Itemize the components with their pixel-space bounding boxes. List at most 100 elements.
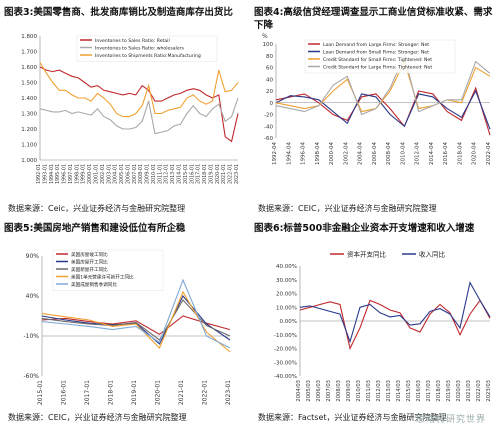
legend-label: Credit Standard for Small Firms: Tighten… xyxy=(323,57,432,63)
x-tick-label: 2022-04 xyxy=(486,142,492,165)
x-tick-label: 2009/03 xyxy=(346,380,352,402)
y-tick-label: 1.500 xyxy=(21,81,37,87)
x-tick-label: 2002-04 xyxy=(343,142,349,165)
y-axis-unit: % xyxy=(262,33,268,40)
y-tick-label: 90% xyxy=(26,253,40,260)
series-line xyxy=(39,97,239,135)
chart-title: 图表3:美国零售商、批发商库销比及制造商库存出货比 xyxy=(4,6,244,19)
y-tick-label: -40.00% xyxy=(274,374,297,380)
figure-label: 图表3: xyxy=(4,7,34,18)
x-tick-label: 2021/03 xyxy=(466,380,472,402)
legend-label: Inventories to Shipments Ratio:Manufactu… xyxy=(95,53,201,59)
x-tick-label: 2000-04 xyxy=(329,142,335,165)
x-tick-label: 2008/03 xyxy=(336,380,342,402)
x-tick-label: 2010-04 xyxy=(400,142,406,165)
y-tick-label: -60 xyxy=(264,136,273,142)
x-tick-label: 1998-04 xyxy=(315,142,321,165)
x-tick-label: 1998-01 xyxy=(74,164,80,184)
x-tick-label: 2022-01 xyxy=(202,380,209,405)
x-tick-label: 2003-01 xyxy=(106,164,112,184)
y-tick-label: -60% xyxy=(23,373,39,380)
x-tick-label: 2018-04 xyxy=(457,142,463,165)
x-tick-label: 2012-04 xyxy=(415,142,421,165)
x-tick-label: 1994-04 xyxy=(286,142,292,165)
x-tick-label: 2017-01 xyxy=(196,164,202,184)
y-tick-label: 1.000 xyxy=(21,158,37,164)
x-tick-label: 2010-01 xyxy=(151,164,157,184)
x-tick-label: 2013-01 xyxy=(170,164,176,184)
x-tick-label: 2018/03 xyxy=(436,380,442,402)
x-tick-label: 2021-01 xyxy=(178,380,185,405)
legend-label: 资本开支同比 xyxy=(347,250,387,259)
y-tick-label: 0.00% xyxy=(280,319,297,325)
series-line xyxy=(41,299,231,341)
watermark-text: 思略特研究世界 xyxy=(415,415,486,425)
x-tick-label: 2005-01 xyxy=(119,164,125,184)
figure-label: 图表6: xyxy=(254,223,284,234)
x-tick-label: 2016-01 xyxy=(189,164,195,184)
x-tick-label: 1999-01 xyxy=(81,164,87,184)
series-line xyxy=(41,294,231,345)
x-tick-label: 2014/03 xyxy=(396,380,402,402)
y-tick-label: 1.600 xyxy=(21,65,37,71)
x-tick-label: 2023/03 xyxy=(486,380,492,402)
y-tick-label: 1.400 xyxy=(21,96,37,102)
chart-title: 图表6:标普500非金融企业资本开支增速和收入增速 xyxy=(254,222,494,235)
x-tick-label: 2019-01 xyxy=(208,164,214,184)
x-tick-label: 2017-01 xyxy=(84,380,91,405)
figure-title: 美国零售商、批发商库销比及制造商库存出货比 xyxy=(33,7,233,18)
y-tick-label: 40% xyxy=(26,293,40,300)
figure-label: 图表5: xyxy=(4,223,34,234)
x-tick-label: 2020-01 xyxy=(155,380,162,405)
x-tick-label: 2000-01 xyxy=(87,164,93,184)
series-line xyxy=(299,280,491,344)
x-tick-label: 2011/03 xyxy=(366,380,372,402)
figure-label: 图表4: xyxy=(254,7,284,18)
chart-title: 图表5:美国房地产销售和建设低位有所企稳 xyxy=(4,222,244,235)
y-tick-label: 20 xyxy=(266,89,273,95)
y-tick-label: 1.700 xyxy=(21,50,37,56)
x-tick-label: 2020-04 xyxy=(472,142,478,165)
series-line xyxy=(39,62,239,118)
legend-label: 美国新屋开工同比 xyxy=(71,266,108,273)
x-tick-label: 2004-04 xyxy=(358,142,364,165)
x-tick-label: 2016-04 xyxy=(443,142,449,165)
x-tick-label: 2018-01 xyxy=(202,164,208,184)
legend-box xyxy=(76,35,218,62)
x-tick-label: 2008-01 xyxy=(138,164,144,184)
y-tick-label: -20.00% xyxy=(274,347,297,353)
x-tick-label: 2012/03 xyxy=(376,380,382,402)
x-tick-label: 2016/03 xyxy=(416,380,422,402)
x-tick-label: 2021-01 xyxy=(221,164,227,184)
x-tick-label: 2012-01 xyxy=(164,164,170,184)
x-tick-label: 2019-01 xyxy=(131,380,138,405)
legend-label: 收入同比 xyxy=(419,250,446,259)
x-tick-label: 2015-01 xyxy=(37,380,44,405)
legend-label: Credit Standard for Large Firms: Tighten… xyxy=(323,65,432,71)
x-tick-label: 2007-01 xyxy=(132,164,138,184)
x-tick-label: 2010/03 xyxy=(356,380,362,402)
series-line xyxy=(39,66,239,143)
series-line xyxy=(275,60,491,113)
x-tick-label: 1992-01 xyxy=(36,164,42,184)
x-tick-label: 2018-01 xyxy=(108,380,115,405)
x-tick-label: 2011-01 xyxy=(157,164,163,184)
y-tick-label: -10.00% xyxy=(274,333,297,339)
x-tick-label: 1992-04 xyxy=(272,142,278,165)
y-tick-label: 1.200 xyxy=(21,127,37,133)
y-tick-label: 60 xyxy=(266,66,273,72)
x-tick-label: 2020-01 xyxy=(215,164,221,184)
chart-svg: 100 80 60 40 20 0 -20 -40 -60% 1992-04 1994-04 1996… xyxy=(262,33,492,165)
x-tick-label: 2006/03 xyxy=(316,380,322,402)
y-tick-label: 40.00% xyxy=(276,264,297,270)
x-tick-label: 2015-01 xyxy=(183,164,189,184)
figure-title: 高级信贷经理调查显示工商业信贷标准收紧、需求下降 xyxy=(254,7,493,31)
figure-title: 标普500非金融企业资本开支增速和收入增速 xyxy=(283,223,475,234)
x-tick-label: 2004/03 xyxy=(296,380,302,402)
legend-label: Loan Demand from Small Firms: Stronger: … xyxy=(323,50,429,56)
x-tick-label: 2002-01 xyxy=(100,164,106,184)
series-line xyxy=(299,299,491,351)
x-tick-label: 2013/03 xyxy=(386,380,392,402)
x-tick-label: 2017/03 xyxy=(426,380,432,402)
x-tick-label: 2020/03 xyxy=(456,380,462,402)
